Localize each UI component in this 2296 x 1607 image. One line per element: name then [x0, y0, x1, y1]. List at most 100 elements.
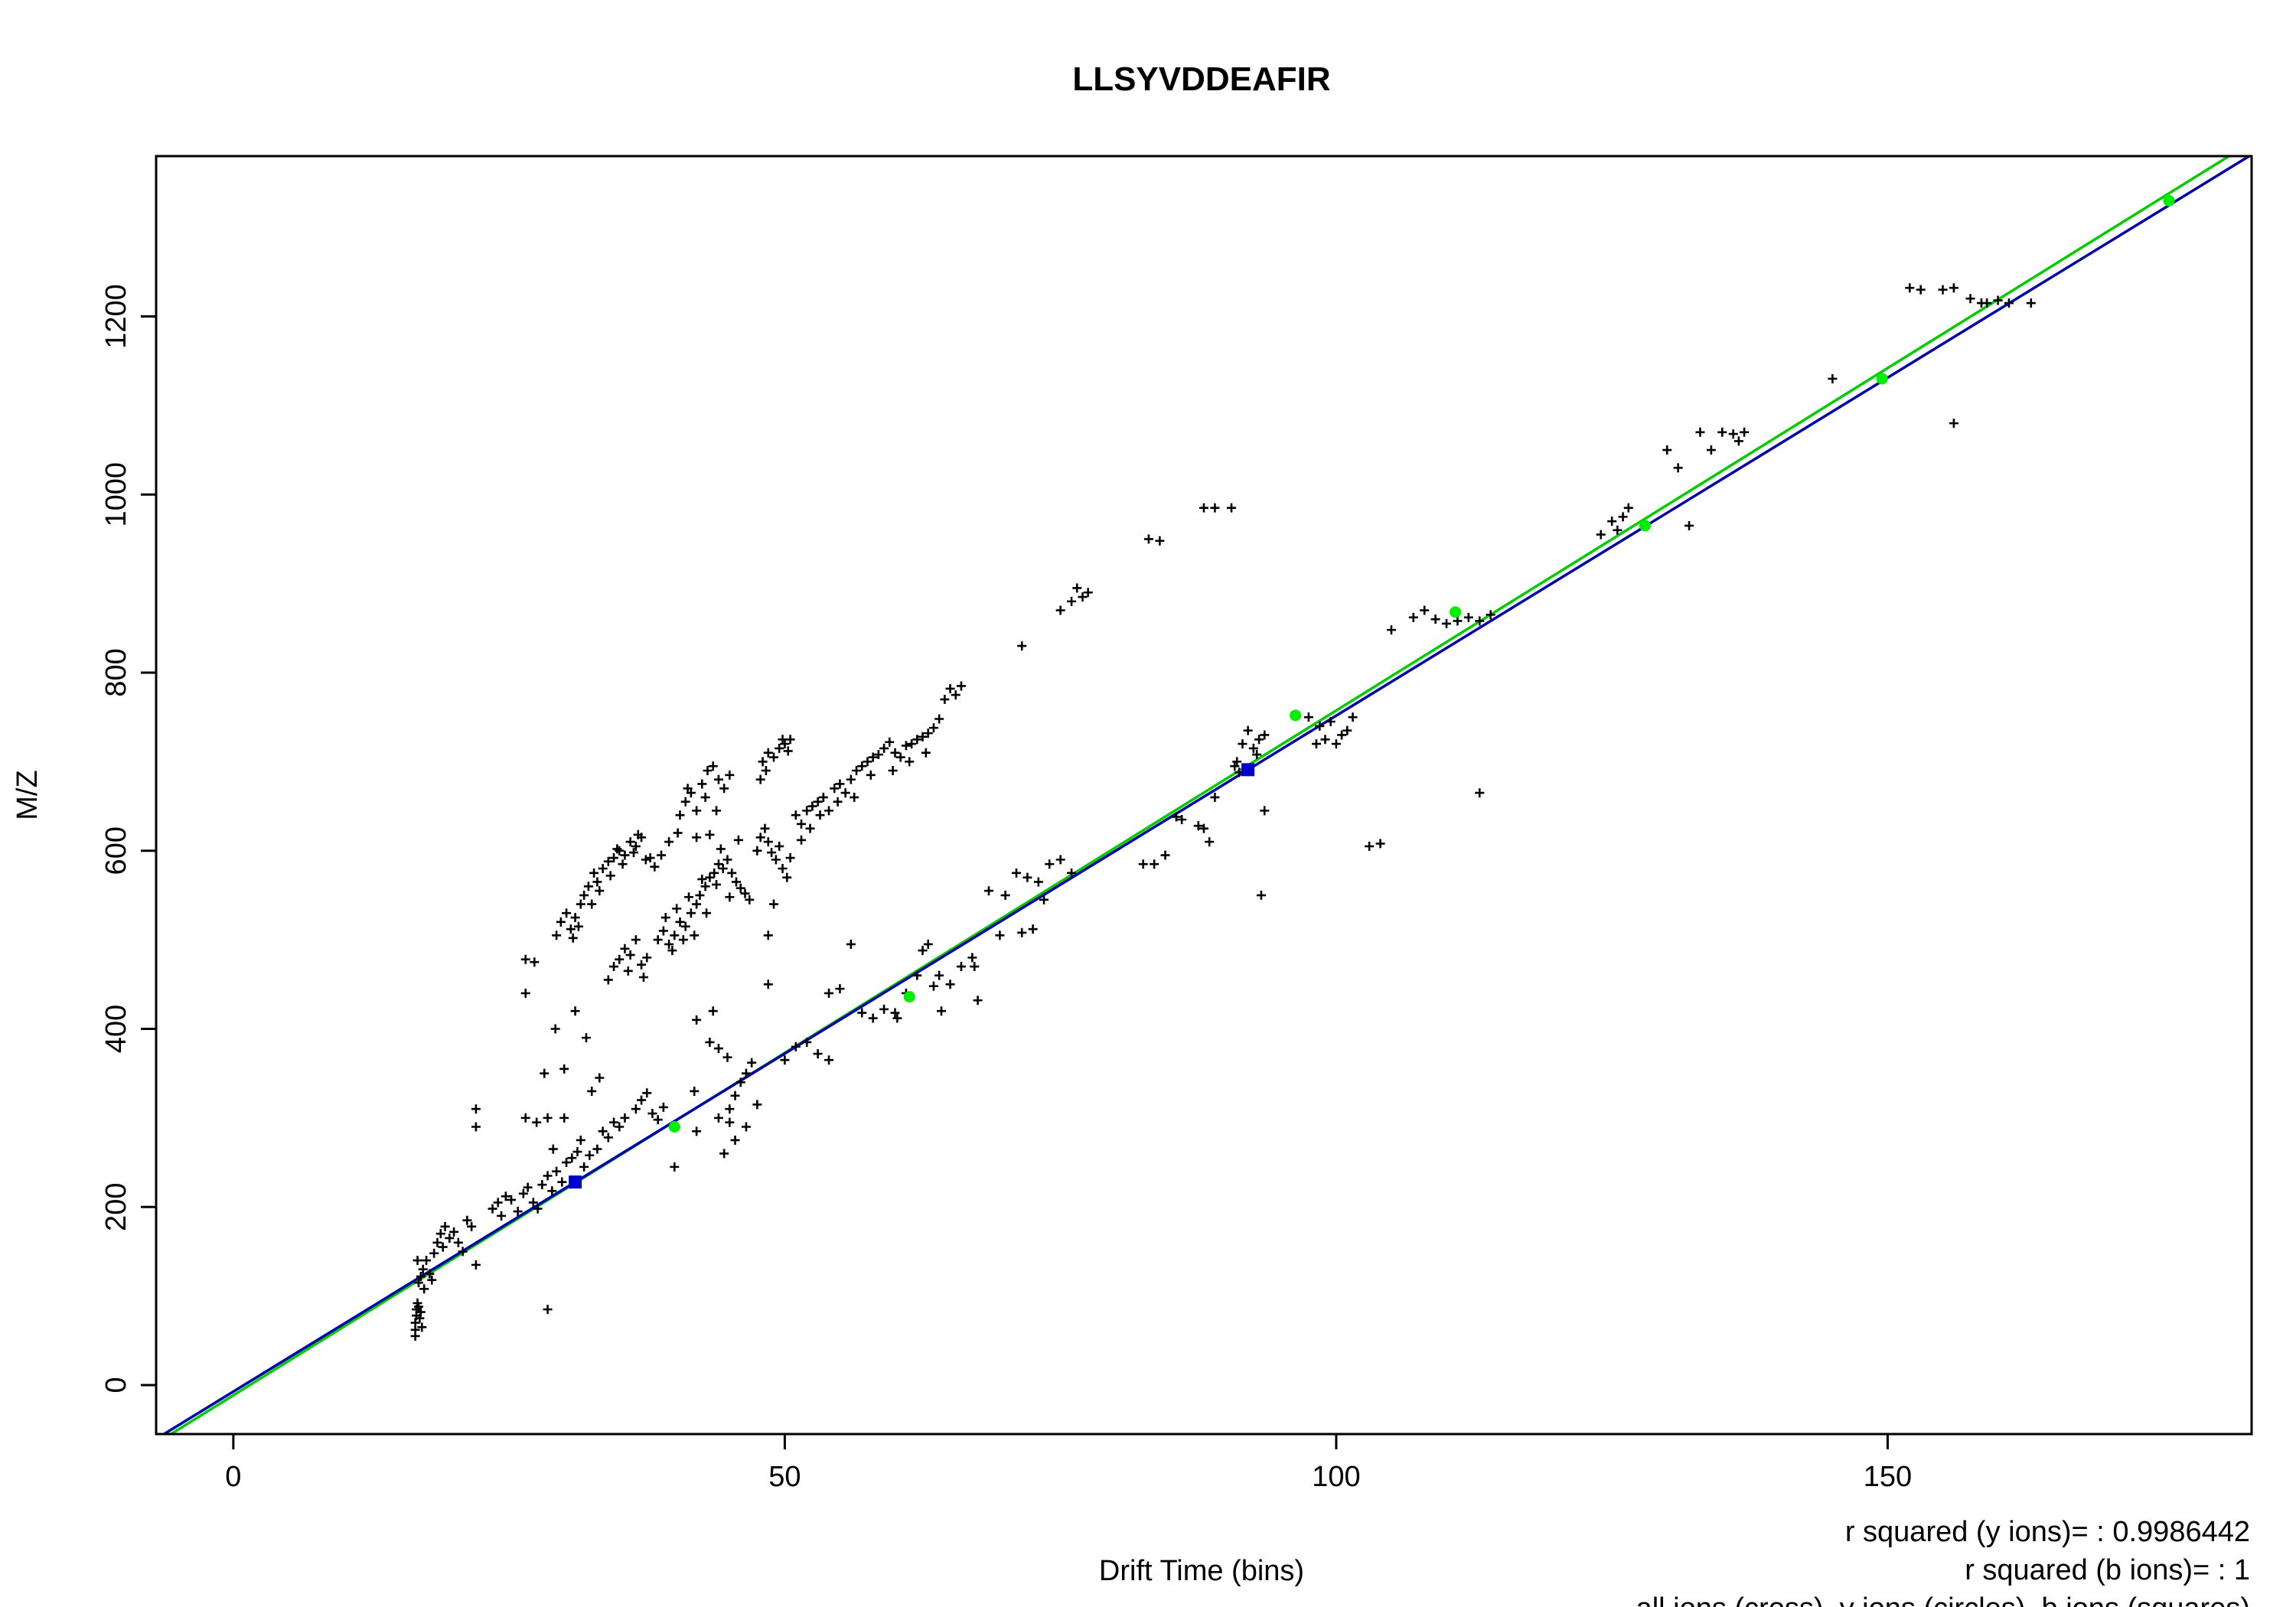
all-ions-cross-point [778, 864, 788, 874]
all-ions-cross-point [690, 1086, 700, 1096]
all-ions-cross-point [1430, 614, 1440, 624]
all-ions-cross-point [1067, 868, 1077, 878]
all-ions-cross-point [945, 980, 955, 989]
all-ions-cross-point [835, 779, 845, 789]
all-ions-cross-point [678, 935, 688, 945]
all-ions-cross-point [1260, 806, 1270, 816]
all-ions-cross-point [1248, 743, 1258, 753]
all-ions-cross-point [782, 872, 792, 882]
all-ions-cross-point [633, 830, 643, 839]
all-ions-cross-point [653, 1115, 663, 1125]
all-ions-cross-point [716, 844, 726, 854]
all-ions-cross-point [1045, 859, 1055, 869]
all-ions-cross-point [1463, 612, 1473, 622]
all-ions-cross-point [1375, 839, 1385, 849]
all-ions-cross-point [857, 1008, 867, 1018]
y-tick-label: 800 [100, 648, 132, 696]
all-ions-cross-point [934, 714, 944, 724]
all-ions-cross-point [1039, 895, 1049, 905]
all-ions-cross-point [540, 1068, 550, 1078]
all-ions-cross-point [520, 954, 530, 964]
all-ions-cross-point [1254, 735, 1264, 745]
all-ions-cross-point [625, 837, 635, 847]
all-ions-cross-point [818, 792, 828, 802]
all-ions-cross-point [1243, 725, 1253, 735]
all-ions-cross-point [945, 683, 955, 693]
all-ions-cross-point [722, 1052, 732, 1062]
all-ions-cross-point [740, 888, 750, 898]
all-ions-cross-point [846, 939, 856, 949]
all-ions-cross-point [609, 962, 619, 972]
all-ions-cross-point [543, 1171, 553, 1181]
x-axis-label: Drift Time (bins) [1099, 1555, 1304, 1587]
all-ions-cross-point [813, 797, 823, 807]
all-ions-cross-point [725, 892, 735, 902]
all-ions-cross-point [923, 729, 933, 738]
all-ions-cross-point [780, 1055, 790, 1065]
all-ions-cross-point [449, 1227, 459, 1237]
all-ions-cross-point [791, 1041, 801, 1051]
all-ions-cross-point [1408, 612, 1418, 622]
all-ions-cross-point [692, 899, 702, 909]
y-tick-label: 1000 [100, 462, 132, 527]
all-ions-cross-point [410, 1318, 420, 1328]
all-ions-cross-point [1949, 283, 1958, 293]
all-ions-cross-point [805, 823, 815, 833]
all-ions-cross-point [438, 1242, 448, 1252]
all-ions-cross-point [589, 868, 599, 878]
all-ions-cross-point [868, 752, 878, 762]
all-ions-cross-point [547, 1186, 557, 1196]
all-ions-cross-point [1143, 534, 1153, 544]
all-ions-cross-point [609, 853, 619, 863]
all-ions-cross-point [995, 931, 1005, 940]
all-ions-cross-point [1453, 616, 1463, 626]
all-ions-cross-point [868, 1013, 878, 1023]
all-ions-cross-point [712, 879, 722, 889]
all-ions-cross-point [755, 833, 765, 843]
all-ions-cross-point [1905, 283, 1915, 293]
all-ions-cross-point [1938, 285, 1948, 295]
all-ions-cross-point [824, 1055, 834, 1065]
all-ions-cross-point [579, 890, 589, 900]
all-ions-cross-point [733, 835, 743, 845]
note-r-squared-b: r squared (b ions)= : 1 [1965, 1554, 2250, 1586]
all-ions-cross-point [747, 1058, 757, 1068]
all-ions-cross-point [675, 810, 685, 820]
all-ions-cross-point [595, 1073, 605, 1083]
all-ions-cross-point [550, 1024, 560, 1034]
all-ions-cross-point [1238, 739, 1247, 749]
all-ions-cross-point [705, 1037, 715, 1047]
all-ions-cross-point [1199, 823, 1208, 833]
all-ions-cross-point [552, 931, 562, 940]
all-ions-cross-point [879, 1004, 889, 1014]
all-ions-cross-point [1155, 536, 1165, 546]
all-ions-cross-point [1311, 739, 1321, 749]
all-ions-cross-point [752, 846, 762, 856]
all-ions-cross-point [1706, 445, 1716, 455]
all-ions-cross-point [1475, 616, 1485, 626]
all-ions-cross-point [1740, 427, 1750, 437]
y-ions-circle-point [903, 991, 915, 1003]
all-ions-cross-point [518, 1188, 528, 1198]
all-ions-cross-point [901, 741, 911, 751]
b-ions-square-point [1241, 763, 1255, 777]
all-ions-cross-point [532, 1117, 542, 1127]
fit-lines [161, 156, 2252, 1434]
all-ions-cross-point [758, 757, 768, 767]
all-ions-cross-point [791, 810, 801, 820]
all-ions-cross-point [658, 1102, 668, 1112]
all-ions-cross-point [416, 1307, 426, 1317]
all-ions-cross-point [631, 841, 641, 851]
all-ions-cross-point [631, 935, 641, 945]
all-ions-cross-point [592, 1144, 602, 1154]
all-ions-cross-point [824, 806, 834, 816]
all-ions-cross-point [1012, 868, 1022, 878]
all-ions-cross-point [967, 953, 977, 963]
all-ions-cross-point [1022, 872, 1032, 882]
all-ions-cross-point [713, 774, 723, 784]
all-ions-cross-point [885, 737, 895, 747]
all-ions-cross-point [1684, 520, 1694, 530]
all-ions-cross-point [705, 872, 715, 882]
all-ions-cross-point [453, 1237, 463, 1247]
